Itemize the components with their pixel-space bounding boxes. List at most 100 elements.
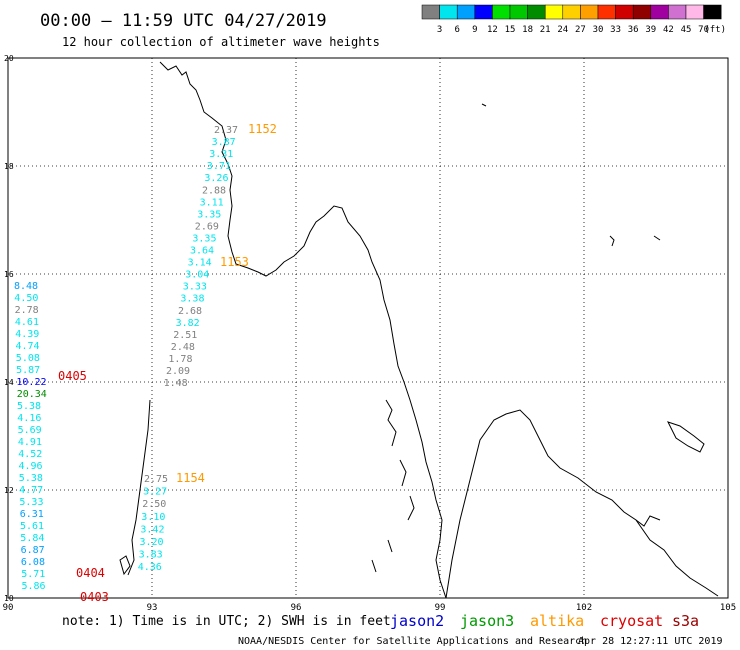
legend-tick-label: 30 <box>593 25 604 35</box>
swh-value: 5.33 <box>19 497 43 508</box>
swh-value: 3.31 <box>209 149 233 160</box>
legend-tick-label: 24 <box>557 25 568 35</box>
swh-value: 4.52 <box>18 449 42 460</box>
legend-tick-label: 3 <box>437 25 442 35</box>
tonle-sap-lake <box>667 421 705 453</box>
legend-swatch <box>544 4 564 20</box>
swh-value: 3.10 <box>141 512 165 523</box>
pass-time-label: 1153 <box>220 255 249 269</box>
longitude-label: 102 <box>576 603 592 613</box>
pass-time-label: 0404 <box>76 566 105 580</box>
swh-value: 6.31 <box>20 509 44 520</box>
swh-value: 3.26 <box>204 173 228 184</box>
legend-swatch <box>703 4 722 20</box>
swh-value: 4.61 <box>15 317 39 328</box>
swh-value: 5.38 <box>19 473 43 484</box>
cryosat-track: 8.484.502.784.614.394.745.085.8710.2220.… <box>14 281 47 592</box>
swh-value: 3.33 <box>183 282 207 293</box>
swh-value: 5.38 <box>17 401 41 412</box>
latitude-label: 14 <box>4 378 14 387</box>
satellite-label-cryosat: cryosat <box>600 612 663 630</box>
cambodia-coast <box>635 515 661 527</box>
swh-value: 5.86 <box>22 581 46 592</box>
satellite-label-altika: altika <box>530 612 584 630</box>
swh-value: 3.11 <box>200 197 224 208</box>
satellite-legend: jason2 jason3 altika cryosat s3a <box>390 612 699 630</box>
lat-lon-grid <box>8 58 728 598</box>
swh-value: 2.88 <box>202 185 226 196</box>
swh-value: 3.14 <box>188 258 212 269</box>
altika-track-south: 2.75 3.272.50 3.103.42 3.20 3.834.36 <box>138 474 168 573</box>
legend-swatch <box>597 4 616 20</box>
legend-tick-label: 36 <box>628 25 639 35</box>
pass-time-labels: 1152 1153 1154 0405 0404 0403 <box>58 122 277 604</box>
swh-value: 2.50 <box>142 499 166 510</box>
swh-value: 4.91 <box>18 437 42 448</box>
swh-value: 1.78 <box>168 354 192 365</box>
longitude-label: 96 <box>291 603 302 613</box>
legend-swatch <box>632 4 652 20</box>
swh-value: 2.69 <box>195 221 219 232</box>
map-frame <box>7 57 729 599</box>
swh-value: 3.27 <box>143 487 167 498</box>
swh-value: 6.08 <box>21 557 45 568</box>
swh-value: 2.09 <box>166 366 190 377</box>
legend-swatch <box>474 4 493 20</box>
legend-swatch <box>456 4 476 20</box>
coastlines <box>119 61 719 599</box>
legend-tick-label: 15 <box>505 25 516 35</box>
legend-swatch <box>615 4 634 20</box>
legend-swatch <box>650 4 669 20</box>
legend-swatch <box>562 4 581 20</box>
latitude-label: 10 <box>4 594 14 603</box>
latitude-label: 12 <box>4 486 14 495</box>
swh-value: 5.71 <box>21 569 45 580</box>
legend-tick-label: 6 <box>454 25 459 35</box>
legend-tick-label: 45 <box>681 25 692 35</box>
swh-value: 8.48 <box>14 281 38 292</box>
small-lakes <box>481 103 661 247</box>
swh-value: 4.77 <box>19 485 43 496</box>
legend-swatch <box>527 4 546 20</box>
swh-value: 2.78 <box>15 305 39 316</box>
swh-value: 2.51 <box>173 330 197 341</box>
latitude-label: 20 <box>4 54 14 63</box>
longitude-label: 105 <box>720 603 736 613</box>
legend-tick-label: 42 <box>663 25 674 35</box>
andaman-island-small <box>119 555 131 576</box>
legend-swatch <box>668 4 687 20</box>
swh-value: 3.64 <box>190 246 214 257</box>
latitude-label: 16 <box>4 270 14 279</box>
swh-value: 2.68 <box>178 306 202 317</box>
pass-time-label: 1154 <box>176 471 205 485</box>
thailand-gulf-coast <box>445 409 719 599</box>
legend-tick-label: 27 <box>575 25 586 35</box>
swh-value: 3.87 <box>212 137 236 148</box>
legend-tick-label: 12 <box>487 25 498 35</box>
legend-tick-label: 33 <box>610 25 621 35</box>
swh-value: 4.36 <box>138 562 162 573</box>
legend-swatch <box>509 4 528 20</box>
swh-value: 6.87 <box>21 545 45 556</box>
legend-swatch <box>685 4 704 20</box>
longitude-label: 90 <box>3 603 14 613</box>
altika-track: 2.373.873.313.713.262.883.113.352.693.35… <box>164 125 238 389</box>
swh-tracks: 2.373.873.313.713.262.883.113.352.693.35… <box>14 125 238 592</box>
swh-value: 3.82 <box>176 318 200 329</box>
longitude-label: 99 <box>435 603 446 613</box>
mergui-islands <box>371 399 415 573</box>
pass-time-label: 1152 <box>248 122 277 136</box>
swh-value: 2.37 <box>214 125 238 136</box>
myanmar-coastline <box>159 61 447 599</box>
footer-timestamp: Apr 28 12:27:11 UTC 2019 <box>578 636 723 647</box>
legend-unit: (ft) <box>704 25 726 35</box>
andaman-islands <box>127 399 151 576</box>
swh-value: 20.34 <box>17 389 47 400</box>
swh-value: 5.69 <box>18 425 42 436</box>
subtitle: 12 hour collection of altimeter wave hei… <box>62 35 380 49</box>
time-range-title: 00:00 – 11:59 UTC 04/27/2019 <box>40 11 327 31</box>
swh-value: 5.08 <box>16 353 40 364</box>
latitude-label: 18 <box>4 162 14 171</box>
pass-time-label: 0405 <box>58 369 87 383</box>
